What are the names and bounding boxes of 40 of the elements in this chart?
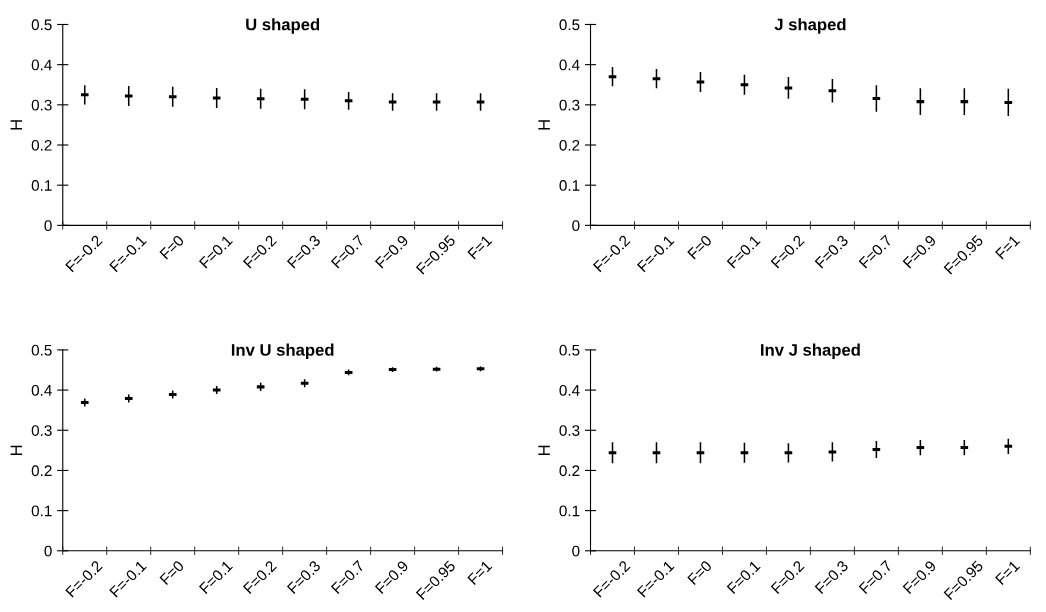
chart-title: U shaped xyxy=(246,18,320,34)
x-tick-label: F=1 xyxy=(467,234,493,260)
y-tick-label: 0.4 xyxy=(559,59,580,71)
y-tick-label: 0.5 xyxy=(31,344,52,356)
chart-title: Inv U shaped xyxy=(231,343,334,360)
x-tick-label: F=0 xyxy=(159,234,185,260)
y-tick-label: 0.3 xyxy=(31,99,52,111)
y-tick-label: 0.5 xyxy=(559,344,580,356)
x-tick-label: F=0 xyxy=(687,234,713,260)
y-tick-label: 0.4 xyxy=(31,59,52,71)
y-tick-label: 0.3 xyxy=(559,99,580,111)
y-tick-label: 0.3 xyxy=(559,425,580,436)
chart-title: J shaped xyxy=(774,18,846,34)
y-axis-title: H xyxy=(10,120,23,130)
y-tick-label: 0.3 xyxy=(31,425,52,436)
chart-title: Inv J shaped xyxy=(761,343,860,360)
x-tick-label: F=1 xyxy=(995,234,1021,260)
y-tick-label: 0.1 xyxy=(31,505,52,517)
y-tick-label: 0 xyxy=(44,220,52,232)
y-tick-label: 0.1 xyxy=(31,180,52,191)
x-tick-label: F=0 xyxy=(687,559,713,586)
y-tick-label: 0.5 xyxy=(31,19,52,31)
y-tick-label: 0.4 xyxy=(31,384,52,396)
y-tick-label: 0 xyxy=(572,220,580,232)
y-axis-title: H xyxy=(538,120,550,130)
y-tick-label: 0 xyxy=(572,545,580,557)
y-tick-label: 0.2 xyxy=(559,139,580,151)
y-tick-label: 0.2 xyxy=(559,465,580,477)
y-tick-label: 0.1 xyxy=(559,180,580,191)
y-tick-label: 0.1 xyxy=(559,505,580,517)
x-tick-label: F=1 xyxy=(995,560,1021,585)
y-axis-title: H xyxy=(538,445,550,456)
y-tick-label: 0.4 xyxy=(559,384,580,396)
y-tick-label: 0 xyxy=(44,545,52,557)
x-tick-label: F=1 xyxy=(467,560,493,585)
y-tick-label: 0.2 xyxy=(31,139,52,151)
y-tick-label: 0.5 xyxy=(559,19,580,31)
y-tick-label: 0.2 xyxy=(31,465,52,477)
y-axis-title: H xyxy=(10,445,23,456)
x-tick-label: F=0 xyxy=(159,559,185,586)
